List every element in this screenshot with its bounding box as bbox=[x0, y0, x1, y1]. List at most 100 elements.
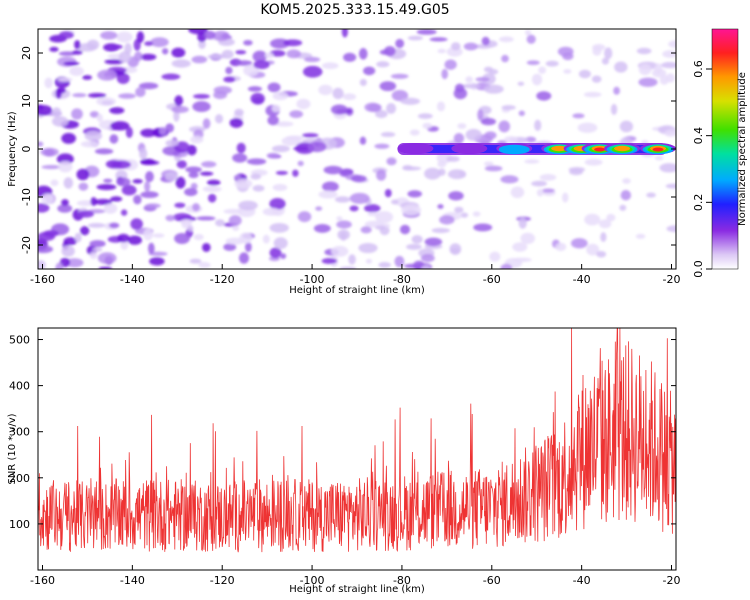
snr-y-tick-label: 100 bbox=[9, 518, 30, 531]
spectrogram-noise-blob bbox=[654, 155, 664, 161]
spectrogram-noise-blob bbox=[269, 222, 289, 233]
spectrogram-noise-blob bbox=[538, 66, 547, 74]
spectrogram-noise-blob bbox=[233, 175, 241, 180]
spectrogram-noise-blob bbox=[448, 191, 464, 201]
spectrogram-noise-blob bbox=[229, 117, 244, 128]
snr-y-ticks: 100 200 300 400 500 bbox=[9, 334, 676, 531]
spectrogram-noise-blob bbox=[238, 252, 250, 264]
spectrogram-noise-blob bbox=[484, 165, 503, 172]
snr-x-tick-label: -40 bbox=[573, 574, 591, 587]
spectrogram-noise-blob bbox=[65, 258, 84, 268]
spectrogram-noise-blob bbox=[477, 109, 484, 120]
spectrogram-noise-blob bbox=[518, 217, 527, 229]
spectrogram-noise-blob bbox=[436, 101, 446, 112]
spectrogram-noise-blob bbox=[89, 111, 99, 118]
spectrogram-noise-blob bbox=[193, 93, 210, 99]
spectrogram-noise-blob bbox=[431, 227, 451, 234]
spectrogram-x-tick-label: -100 bbox=[300, 273, 325, 286]
signal-peak-contour bbox=[614, 145, 631, 152]
snr-frame bbox=[37, 327, 677, 571]
spectrogram-noise-blob bbox=[422, 122, 433, 129]
spectrogram-noise-blob bbox=[80, 226, 90, 236]
spectrogram-noise-blob bbox=[664, 129, 676, 137]
spectrogram-noise-blob bbox=[591, 75, 602, 83]
spectrogram-noise-blob bbox=[583, 91, 602, 98]
spectrogram-noise-blob bbox=[145, 203, 161, 209]
snr-x-tick-label: -100 bbox=[300, 574, 325, 587]
spectrogram-noise-blob bbox=[120, 209, 128, 216]
spectrogram-noise-blob bbox=[386, 157, 397, 166]
spectrogram-noise-blob bbox=[360, 226, 372, 234]
spectrogram-noise-blob bbox=[275, 170, 288, 175]
spectrogram-noise-blob bbox=[250, 173, 262, 180]
spectrogram-noise-blob bbox=[367, 103, 382, 113]
spectrogram-noise-blob bbox=[110, 121, 130, 131]
spectrogram-noise-blob bbox=[378, 262, 391, 268]
spectrogram-x-tick-label: -160 bbox=[30, 273, 55, 286]
spectrogram-noise-blob bbox=[199, 171, 214, 176]
spectrogram-x-tick-label: -80 bbox=[393, 273, 411, 286]
spectrogram-noise-blob bbox=[262, 234, 270, 244]
spectrogram-noise-blob bbox=[416, 29, 437, 35]
spectrogram-noise-blob bbox=[659, 163, 676, 173]
spectrogram-noise-blob bbox=[215, 219, 225, 227]
spectrogram-noise-blob bbox=[510, 186, 525, 199]
colorbar-tick-label: 0.0 bbox=[692, 260, 705, 278]
spectrogram-noise-blob bbox=[171, 47, 186, 58]
spectrogram-noise-blob bbox=[453, 133, 465, 144]
spectrogram-noise-blob bbox=[301, 133, 319, 138]
snr-panel: -160 -140 -120 -100 -80 -60 -40 -20 100 200 300 40… bbox=[7, 327, 680, 595]
spectrogram-noise-blob bbox=[545, 60, 559, 67]
spectrogram-noise-blob bbox=[165, 214, 176, 222]
snr-series-line bbox=[38, 328, 676, 553]
spectrogram-noise-blob bbox=[236, 142, 246, 154]
spectrogram-noise-field bbox=[38, 29, 676, 269]
colorbar-tick-label: 0.6 bbox=[692, 60, 705, 78]
spectrogram-noise-blob bbox=[539, 173, 557, 181]
spectrogram-noise-blob bbox=[262, 207, 281, 216]
spectrogram-noise-blob bbox=[225, 66, 233, 75]
spectrogram-noise-blob bbox=[252, 184, 265, 192]
spectrogram-noise-blob bbox=[318, 84, 333, 96]
spectrogram-noise-blob bbox=[359, 78, 367, 87]
spectrogram-noise-blob bbox=[297, 211, 312, 223]
spectrogram-x-tick-label: -40 bbox=[573, 273, 591, 286]
spectrogram-noise-blob bbox=[386, 103, 397, 114]
colorbar-ticks: 0.0 0.2 0.4 0.6 bbox=[692, 60, 712, 278]
spectrogram-noise-blob bbox=[289, 110, 304, 119]
spectrogram-noise-blob bbox=[139, 147, 148, 160]
spectrogram-noise-blob bbox=[437, 160, 447, 168]
spectrogram-noise-blob bbox=[483, 84, 504, 94]
spectrogram-noise-blob bbox=[234, 178, 253, 189]
snr-x-tick-label: -120 bbox=[210, 574, 235, 587]
spectrogram-noise-blob bbox=[185, 166, 202, 173]
spectrogram-noise-blob bbox=[174, 95, 184, 107]
spectrogram-noise-blob bbox=[192, 101, 211, 113]
spectrogram-noise-blob bbox=[41, 165, 61, 170]
spectrogram-noise-blob bbox=[498, 36, 514, 43]
spectrogram-noise-blob bbox=[638, 77, 658, 87]
spectrogram-noise-blob bbox=[562, 192, 569, 203]
spectrogram-noise-blob bbox=[302, 65, 323, 78]
spectrogram-noise-blob bbox=[266, 152, 280, 159]
spectrogram-noise-blob bbox=[189, 258, 202, 264]
spectrogram-noise-blob bbox=[89, 251, 98, 260]
spectrogram-noise-blob bbox=[503, 136, 519, 143]
spectrogram-noise-blob bbox=[105, 159, 122, 169]
spectrogram-noise-blob bbox=[190, 182, 198, 190]
spectrogram-noise-blob bbox=[51, 116, 69, 127]
spectrogram-noise-blob bbox=[198, 39, 206, 50]
spectrogram-noise-blob bbox=[342, 93, 357, 101]
spectrogram-noise-blob bbox=[659, 75, 669, 85]
spectrogram-noise-blob bbox=[334, 196, 351, 203]
spectrogram-noise-blob bbox=[596, 250, 607, 258]
spectrogram-noise-blob bbox=[461, 83, 481, 89]
spectrogram-noise-blob bbox=[110, 196, 123, 202]
spectrogram-noise-blob bbox=[394, 255, 405, 268]
spectrogram-noise-blob bbox=[424, 167, 441, 180]
spectrogram-noise-blob bbox=[51, 107, 62, 118]
spectrogram-noise-blob bbox=[214, 114, 224, 124]
spectrogram-noise-blob bbox=[116, 177, 131, 187]
spectrogram-noise-blob bbox=[223, 243, 237, 251]
